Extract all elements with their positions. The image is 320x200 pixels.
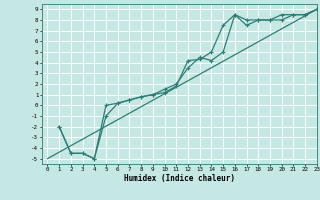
X-axis label: Humidex (Indice chaleur): Humidex (Indice chaleur)	[124, 174, 235, 183]
